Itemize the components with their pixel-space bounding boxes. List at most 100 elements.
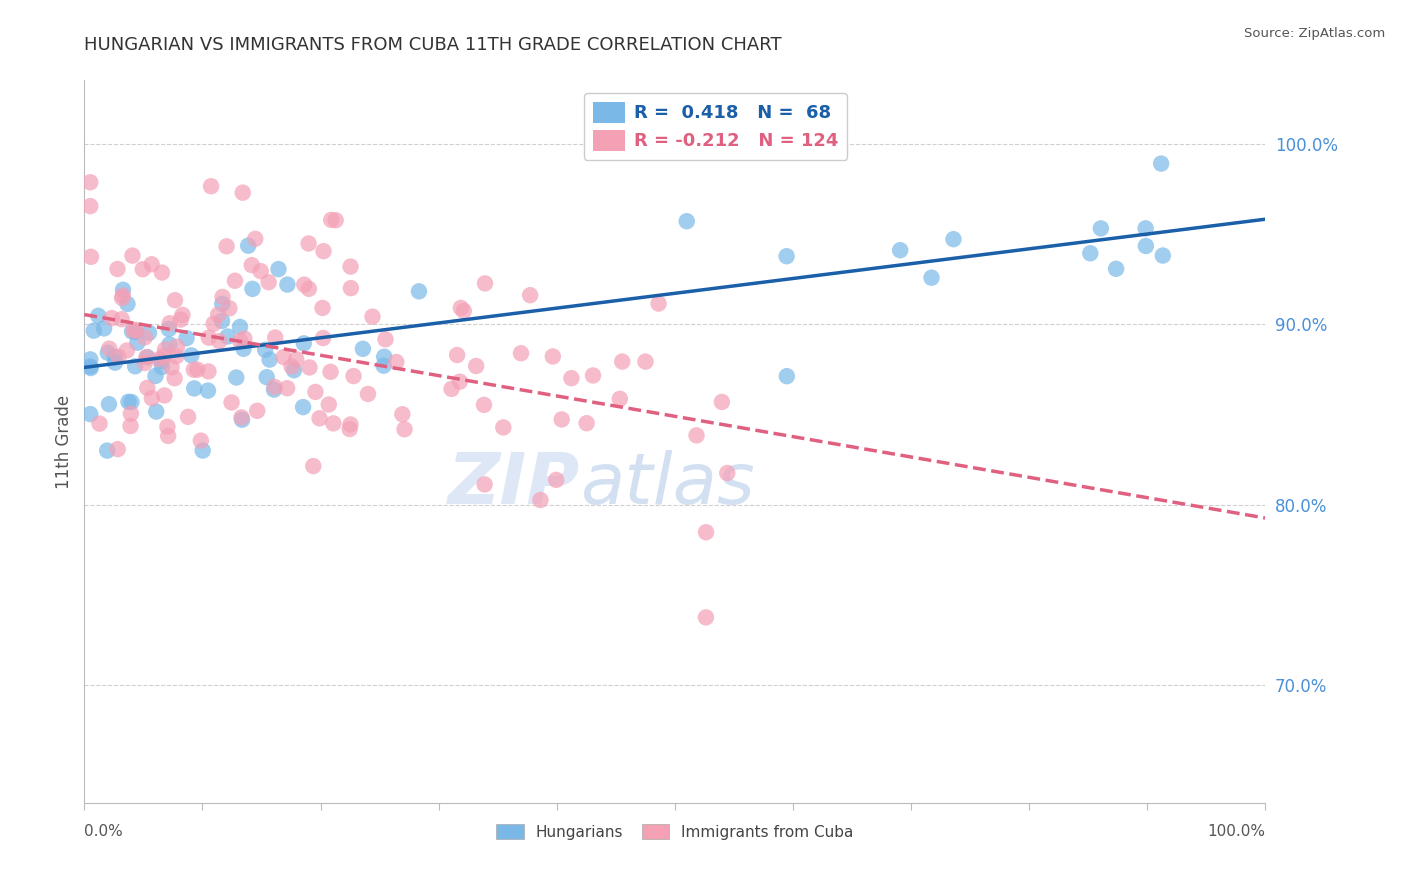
Point [153,388,176,402]
Point [163,293,186,308]
Text: ZIP: ZIP [449,450,581,519]
Point [79,175,101,189]
Point [150,266,173,280]
Point [408,285,430,299]
Point [200,179,222,194]
Point [218,301,240,316]
Point [120,419,142,434]
Point [325,213,347,227]
Point [83,324,105,338]
Point [647,296,669,310]
Point [176,331,198,345]
Point [340,281,363,295]
Point [276,381,298,395]
Point [197,364,219,378]
Point [321,212,343,227]
Point [311,301,333,315]
Legend: Hungarians, Immigrants from Cuba: Hungarians, Immigrants from Cuba [489,818,860,846]
Point [159,316,181,330]
Point [160,360,183,375]
Point [191,443,214,458]
Point [198,331,221,345]
Point [215,239,238,253]
Point [117,394,139,409]
Point [121,249,143,263]
Point [283,363,305,377]
Point [263,383,285,397]
Point [183,363,205,377]
Point [208,334,231,348]
Point [546,473,568,487]
Point [93,321,115,335]
Point [111,283,134,297]
Point [172,308,194,322]
Point [177,409,200,424]
Point [298,282,321,296]
Point [207,308,229,322]
Point [361,310,384,324]
Point [121,325,143,339]
Point [157,429,180,443]
Point [117,297,139,311]
Point [519,288,541,302]
Point [292,277,315,292]
Point [190,434,212,448]
Point [921,270,943,285]
Point [159,337,181,351]
Point [136,350,159,364]
Point [134,356,156,370]
Point [259,352,281,367]
Point [264,330,287,344]
Point [104,356,127,370]
Point [135,350,157,364]
Point [298,360,321,375]
Point [292,400,315,414]
Point [246,404,269,418]
Point [302,459,325,474]
Point [529,493,551,508]
Point [450,301,472,315]
Point [232,186,254,200]
Point [373,350,395,364]
Point [1150,156,1173,170]
Point [319,365,342,379]
Point [446,348,468,362]
Point [211,290,233,304]
Point [141,257,163,271]
Point [1078,246,1101,260]
Point [245,232,267,246]
Point [229,320,252,334]
Point [124,325,146,339]
Point [322,417,344,431]
Point [138,326,160,340]
Point [150,354,173,368]
Point [256,370,278,384]
Point [240,258,263,272]
Point [273,350,295,364]
Point [80,361,103,376]
Point [124,323,146,337]
Point [339,422,361,436]
Point [229,334,252,348]
Point [111,288,134,302]
Point [373,359,395,373]
Point [308,411,330,425]
Point [232,342,254,356]
Point [474,477,496,491]
Point [675,214,697,228]
Point [186,362,208,376]
Point [889,243,911,257]
Point [180,348,202,362]
Point [474,277,496,291]
Point [1135,239,1157,253]
Point [120,407,142,421]
Point [339,417,361,432]
Point [582,368,605,383]
Point [107,442,129,457]
Point [233,332,256,346]
Point [276,277,298,292]
Point [211,314,233,328]
Point [453,304,475,318]
Point [357,387,380,401]
Point [127,335,149,350]
